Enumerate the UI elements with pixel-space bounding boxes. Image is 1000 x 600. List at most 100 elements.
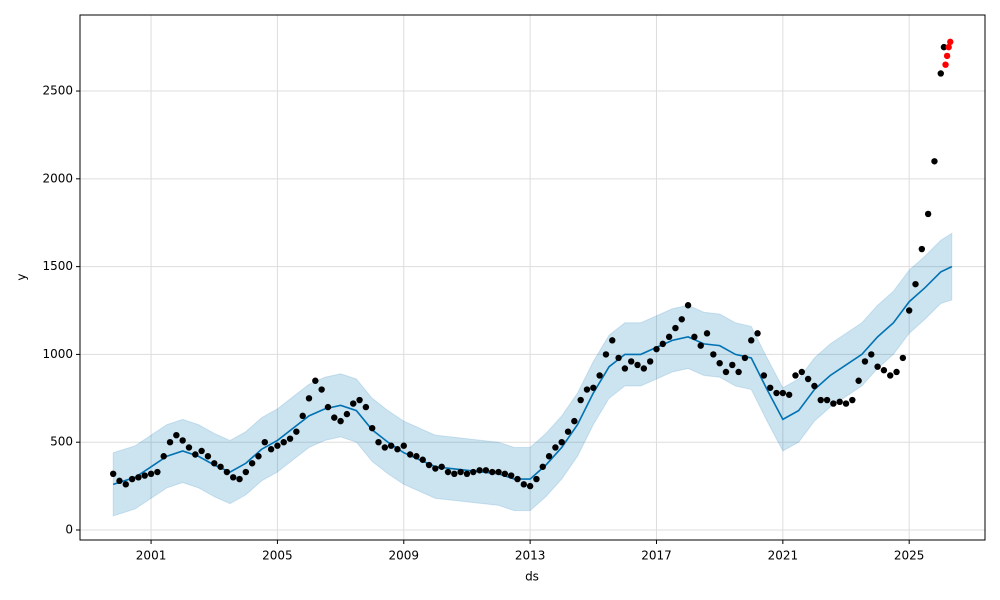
data-point <box>520 481 528 488</box>
data-point <box>489 468 496 476</box>
data-point <box>147 470 155 478</box>
data-point <box>760 372 768 379</box>
data-point <box>444 468 452 476</box>
data-point <box>331 414 338 421</box>
data-point <box>514 475 521 483</box>
data-point <box>343 410 351 418</box>
data-point <box>362 403 370 411</box>
data-point <box>242 468 250 476</box>
data-point <box>236 475 243 483</box>
data-point <box>400 442 407 449</box>
x-axis-label: ds <box>525 570 539 584</box>
data-point <box>109 470 117 478</box>
data-point <box>211 460 218 467</box>
x-tick-label: 2005 <box>262 549 293 563</box>
data-point <box>716 359 723 367</box>
data-point <box>735 368 742 376</box>
data-point <box>350 400 357 407</box>
data-point <box>767 384 774 391</box>
x-tick-label: 2009 <box>389 549 420 563</box>
data-point <box>507 472 515 479</box>
data-point <box>798 368 805 376</box>
data-point <box>267 446 275 453</box>
data-point <box>602 351 610 358</box>
data-point <box>217 463 224 470</box>
y-tick-label: 500 <box>50 435 73 449</box>
data-point <box>861 358 869 365</box>
data-point <box>255 453 262 460</box>
data-point <box>356 396 363 404</box>
data-point <box>912 280 919 288</box>
data-point <box>905 307 913 314</box>
data-point <box>628 358 635 365</box>
data-point <box>710 351 717 358</box>
data-point <box>248 460 256 467</box>
data-point <box>305 395 313 402</box>
data-point <box>823 396 831 404</box>
data-point <box>280 438 287 446</box>
data-point <box>729 361 736 369</box>
data-point <box>293 428 300 435</box>
data-point <box>893 368 900 376</box>
data-point <box>748 337 755 344</box>
data-point <box>432 465 439 472</box>
data-point <box>942 61 949 68</box>
data-point <box>609 337 616 344</box>
data-point <box>406 451 414 458</box>
data-point <box>804 375 812 383</box>
data-point <box>830 400 837 407</box>
data-point <box>773 389 780 397</box>
data-point <box>413 453 420 460</box>
data-point <box>842 400 850 407</box>
data-point <box>887 372 894 379</box>
data-point <box>173 431 180 439</box>
data-point <box>785 391 793 398</box>
data-point <box>312 377 319 384</box>
data-point <box>451 470 458 478</box>
data-point <box>476 467 483 474</box>
data-point <box>836 398 843 406</box>
data-point <box>482 467 490 474</box>
x-tick-label: 2025 <box>894 549 925 563</box>
data-point <box>937 70 944 77</box>
data-point <box>425 461 433 469</box>
data-point <box>116 477 123 485</box>
data-point <box>192 451 199 458</box>
data-point <box>924 210 932 218</box>
plot-frame <box>79 14 986 541</box>
data-point <box>495 468 502 476</box>
x-tick-label: 2021 <box>768 549 799 563</box>
data-point <box>583 386 591 393</box>
data-point <box>223 468 231 476</box>
uncertainty-band <box>112 232 953 517</box>
data-point <box>868 351 875 358</box>
data-point <box>792 372 799 379</box>
data-point <box>286 435 294 442</box>
data-point <box>640 365 648 372</box>
data-point <box>564 428 572 435</box>
data-point <box>691 333 698 341</box>
data-point <box>526 482 534 490</box>
data-point <box>128 475 136 483</box>
data-point <box>811 382 818 390</box>
data-point <box>463 470 471 478</box>
data-point <box>615 354 622 362</box>
data-point <box>539 463 546 470</box>
data-point <box>230 474 237 481</box>
data-point <box>185 444 193 451</box>
data-point <box>849 396 856 404</box>
data-point <box>697 342 704 349</box>
data-point <box>874 363 881 370</box>
data-point <box>261 438 268 446</box>
data-point <box>880 367 888 374</box>
y-axis-label: y <box>15 273 29 280</box>
x-tick-label: 2001 <box>136 549 167 563</box>
data-point <box>918 245 926 253</box>
data-point <box>703 330 711 337</box>
y-tick-label: 1500 <box>42 259 73 273</box>
data-point <box>653 345 660 353</box>
y-tick-label: 2500 <box>42 84 73 98</box>
data-point <box>722 368 730 376</box>
data-point <box>135 474 142 481</box>
